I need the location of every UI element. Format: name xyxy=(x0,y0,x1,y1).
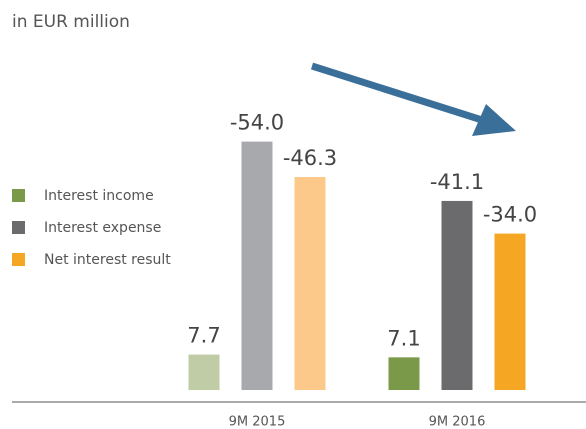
chart-subtitle: in EUR million xyxy=(12,12,130,32)
bar xyxy=(241,141,273,390)
value-label: -41.1 xyxy=(430,170,484,194)
value-label: -34.0 xyxy=(483,203,537,227)
value-label: -46.3 xyxy=(283,146,337,170)
value-label: -54.0 xyxy=(230,111,284,135)
legend-label: Interest expense xyxy=(44,220,161,236)
x-tick-label: 9M 2016 xyxy=(429,415,486,429)
bar xyxy=(388,357,420,390)
value-label: 7.1 xyxy=(387,326,420,350)
legend-label: Net interest result xyxy=(44,252,171,268)
value-label: 7.7 xyxy=(187,324,220,348)
trend-arrow xyxy=(310,62,516,136)
bar xyxy=(494,233,526,390)
bar xyxy=(441,200,473,390)
legend-swatch xyxy=(12,221,25,234)
x-tick-label: 9M 2015 xyxy=(229,415,286,429)
bar xyxy=(294,177,326,390)
bar xyxy=(188,354,220,390)
arrow-head xyxy=(472,104,516,136)
legend-label: Interest income xyxy=(44,188,154,204)
legend-swatch xyxy=(12,253,25,266)
arrow-shaft xyxy=(310,62,484,124)
legend-swatch xyxy=(12,189,25,202)
